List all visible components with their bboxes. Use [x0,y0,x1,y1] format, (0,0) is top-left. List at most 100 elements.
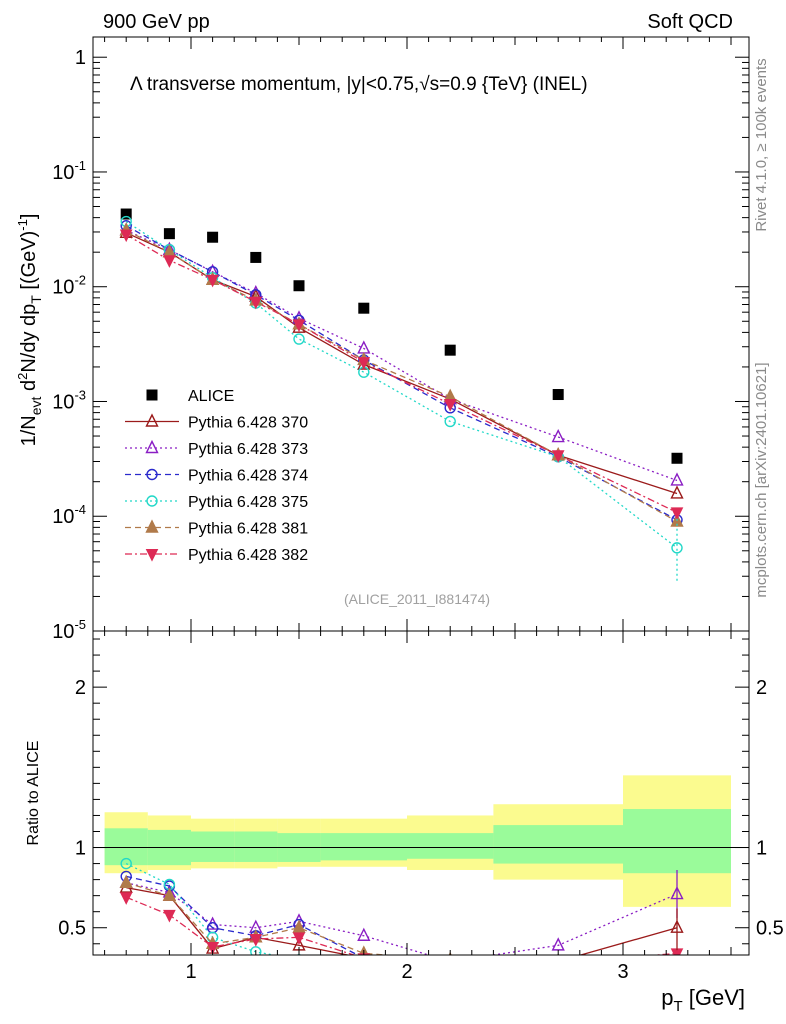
ratio-band-stat [623,809,731,874]
legend-label: Pythia 6.428 374 [188,468,308,485]
y-tick-label: 10-1 [52,158,86,184]
ratio-line [125,896,678,955]
x-tick-label: 1 [185,961,196,983]
ratio-point [357,927,371,941]
series-point [249,296,263,310]
series-point [292,319,306,332]
legend-label: Pythia 6.428 382 [188,547,308,564]
series-point [444,415,456,428]
legend-label: Pythia 6.428 381 [188,521,308,538]
series-point [670,472,684,486]
ratio-point [250,946,262,955]
side-label-bottom: mcplots.cern.ch [arXiv:2401.10621] [753,362,770,597]
legend-marker [146,389,158,401]
series-point [293,333,305,345]
ratio-point [670,948,684,955]
ratio-point [292,932,306,945]
main-plot-frame [92,36,750,632]
ratio-point [120,857,132,870]
ratio-point [557,953,560,955]
x-axis-label: pT [GeV] [661,985,745,1015]
ratio-point [445,960,456,971]
alice-point [358,302,370,314]
ratio-band-stat [191,831,235,862]
series-point [671,542,683,554]
ratio-point [553,961,563,971]
y-tick-label: 10-4 [52,502,86,528]
x-tick-label: 2 [401,961,412,983]
legend-label: ALICE [188,388,234,405]
y-tick-label: 10-2 [52,273,86,299]
ratio-point [676,953,678,955]
ratio-point [445,961,455,971]
series-point [163,255,176,268]
ratio-point [558,954,559,955]
series-line [125,233,678,513]
ratio-point [672,976,682,986]
legend-label: Pythia 6.428 375 [188,494,308,511]
ratio-series [119,857,684,986]
ratio-line [125,862,277,955]
x-tick-label: 3 [617,961,628,983]
legend-label: Pythia 6.428 373 [188,441,308,458]
alice-point [552,389,564,401]
ratio-point [249,933,263,947]
ratio-point [553,958,563,968]
legend-marker [145,413,159,427]
series-point [443,399,457,412]
series-point [670,485,684,499]
svg-text:1/Nevt d2N/dy dpT [(GeV)-1]: 1/Nevt d2N/dy dpT [(GeV)-1] [15,214,44,447]
series-line [125,229,678,523]
ratio-point [295,954,303,955]
legend: ALICE Pythia 6.428 370 Pythia 6.428 373 Pyt… [125,388,308,564]
ratio-plot-frame [92,630,750,956]
ratio-y-axis-label: Ratio to ALICE [25,741,42,846]
series-point [551,428,565,443]
ratio-point [445,960,456,971]
ratio-point [119,874,133,889]
ratio-point [119,892,133,905]
alice-point [444,344,456,356]
y-axis-label: 1/Nevt d2N/dy dpT [(GeV)-1] [15,214,44,447]
ratio-y-tick-label: 2 [75,677,86,699]
watermark: (ALICE_2011_I881474) [344,591,490,607]
alice-point [671,452,683,464]
series-point [206,274,219,288]
axes-ticks: 1 2 3 1 10-1 10-2 10-3 10-4 10-5 2 2 1 1 0.5 0.5 [52,37,784,983]
ratio-band-stat [234,831,278,862]
ratio-bands [93,775,749,907]
ratio-point [449,953,452,955]
legend-marker [146,495,158,507]
ratio-point [162,887,177,901]
ratio-point [359,958,369,968]
alice-point [207,231,219,243]
series-point [119,229,133,243]
legend-marker [145,549,159,562]
series-point [551,450,565,463]
ratio-band-stat [320,833,407,861]
ratio-band-stat [104,828,148,866]
ratio-line [126,886,678,955]
y-tick-label: 1 [75,47,86,69]
legend-label: Pythia 6.428 370 [188,415,308,432]
legend-marker [145,519,159,533]
alice-point [163,228,175,240]
series-line [125,225,678,521]
y-tick-label: 10-5 [52,617,86,643]
ratio-y-tick-label-right: 0.5 [756,918,784,940]
ratio-y-tick-label: 0.5 [58,918,86,940]
series-point [357,357,371,370]
series-line [125,229,678,482]
header-left: 900 GeV pp [103,11,210,33]
ratio-y-tick-label-right: 1 [756,838,767,860]
side-label-top: Rivet 4.1.0, ≥ 100k events [753,58,770,231]
y-tick-label: 10-3 [52,387,86,413]
header-right: Soft QCD [647,11,733,33]
alice-point [120,208,132,220]
series-point [670,507,684,521]
ratio-point [292,919,306,933]
ratio-point [445,968,455,978]
ratio-point [206,941,219,955]
ratio-y-tick-label: 1 [75,838,86,860]
legend-marker [145,439,159,454]
